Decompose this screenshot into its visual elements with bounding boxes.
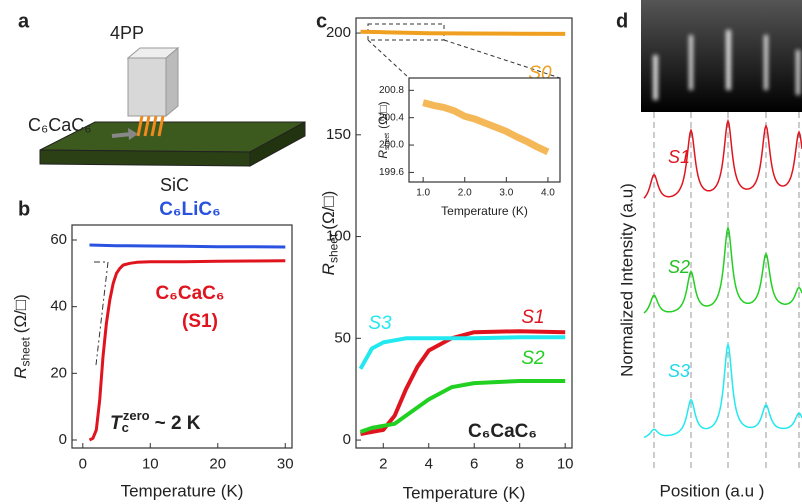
panel-d: S1 S2 S3 Normalized Intensity (a.u) Posi…: [617, 0, 802, 500]
data-line: [360, 29, 566, 36]
tangent-guide: [94, 261, 109, 366]
data-line: [88, 259, 286, 442]
annotation-superscript: zero: [123, 408, 150, 423]
spectra: [643, 118, 802, 439]
substrate-side: [249, 121, 306, 167]
y-tick-label: 150: [326, 126, 351, 143]
x-axis-label: Temperature (K): [121, 481, 244, 500]
x-tick-label: 0: [79, 455, 87, 472]
curve-label: S3: [668, 361, 690, 381]
x-tick-label: 1.0: [416, 188, 430, 199]
x-axis-label: Temperature (K): [403, 483, 526, 502]
y-tick-label: 60: [50, 231, 67, 248]
y-label-subscript: sheet: [327, 233, 341, 263]
y-tick-label: 200: [326, 24, 351, 41]
curve-label: S1: [668, 147, 690, 167]
y-tick-label: 20: [50, 364, 67, 381]
panel-a: 4PP C₆CaC₆ SiC: [28, 23, 306, 195]
y-label-unit: (Ω/□): [319, 191, 338, 230]
x-tick-label: 4: [425, 455, 433, 472]
spectrum: [643, 341, 802, 439]
annotation-text: ~ 2 K: [155, 413, 201, 434]
plot-area: [355, 17, 573, 449]
annotation: C₆CaC₆: [468, 421, 537, 442]
series-label: S2: [521, 348, 545, 369]
curve-label: S2: [668, 257, 690, 277]
x-tick-label: 10: [557, 455, 574, 472]
x-tick-label: 20: [209, 455, 226, 472]
data-line: [359, 379, 566, 434]
y-axis-label: Rsheet (Ω/□): [376, 101, 391, 158]
y-label-subscript: sheet: [384, 133, 391, 150]
chart: 1.0 2.0 3.0 4.0 199.6 200.0 200.4 200.8 Temperat…: [376, 77, 561, 218]
substrate-front: [39, 149, 251, 167]
substrate-label: SiC: [160, 175, 189, 195]
arrow-head: [128, 128, 138, 140]
plot-area: [408, 77, 561, 183]
y-label-subscript: sheet: [19, 337, 33, 367]
probe-label: 4PP: [110, 23, 144, 43]
x-tick-label: 30: [277, 455, 294, 472]
plot-area: [71, 224, 293, 449]
diffraction-image: [641, 0, 802, 112]
x-tick-label: 4.0: [541, 188, 555, 199]
y-tick-label: 0: [59, 431, 67, 448]
data-line: [422, 99, 550, 156]
y-tick-label: 199.6: [379, 167, 404, 178]
annotation: Tczero ~ 2 K: [110, 408, 201, 435]
y-tick-label: 100: [326, 228, 351, 245]
probe-head: [127, 57, 167, 117]
spectrum: [643, 118, 802, 199]
y-tick-label: 0: [343, 431, 351, 448]
y-label-symbol: R: [376, 150, 390, 159]
panel-letter: a: [18, 10, 30, 32]
series-label: C₆CaC₆: [156, 283, 225, 304]
y-tick-label: 200.8: [379, 85, 404, 96]
probe-pins: [136, 115, 165, 137]
annotation-subscript: c: [122, 420, 129, 435]
y-label-unit: (Ω/□): [376, 101, 390, 129]
y-tick-label: 50: [334, 329, 351, 346]
y-tick-label: 200.0: [379, 140, 404, 151]
y-label-symbol: R: [319, 263, 338, 275]
y-label-unit: (Ω/□): [11, 294, 30, 333]
data-line: [89, 243, 286, 249]
sample-label: C₆CaC₆: [28, 115, 92, 135]
series-label: S3: [368, 313, 392, 334]
y-tick-label: 200.4: [379, 112, 404, 123]
panel-letter: d: [616, 10, 628, 32]
x-tick-label: 10: [142, 455, 159, 472]
panel-letter: b: [18, 198, 30, 220]
data-line: [360, 329, 566, 436]
series-label: S1: [521, 307, 544, 328]
probe-head-side: [165, 46, 179, 118]
data-line: [358, 335, 566, 370]
x-tick-label: 6: [470, 455, 478, 472]
y-axis-label: Rsheet (Ω/□): [319, 191, 340, 276]
y-axis-label: Normalized Intensity (a.u): [617, 183, 636, 377]
diffraction-streaks: [653, 30, 800, 100]
spectrum: [643, 225, 802, 314]
series-label: C₆LiC₆: [159, 199, 221, 220]
y-axis-label: Rsheet (Ω/□): [11, 294, 32, 379]
x-tick-label: 2.0: [458, 188, 472, 199]
series-note: (S1): [182, 311, 218, 332]
chart: 0 10 20 30 0 20 40 60 Temperature (K) Rsheet (Ω/□)…: [11, 199, 293, 500]
annotation-symbol: T: [110, 413, 123, 434]
x-tick-label: 8: [516, 455, 524, 472]
panel-letter: c: [316, 10, 327, 32]
y-label-symbol: R: [11, 367, 30, 379]
x-axis-label: Position (a.u ): [660, 481, 765, 500]
y-tick-label: 40: [50, 298, 67, 315]
x-tick-label: 3.0: [499, 188, 513, 199]
x-tick-label: 2: [379, 455, 387, 472]
x-axis-label: Temperature (K): [441, 204, 528, 218]
